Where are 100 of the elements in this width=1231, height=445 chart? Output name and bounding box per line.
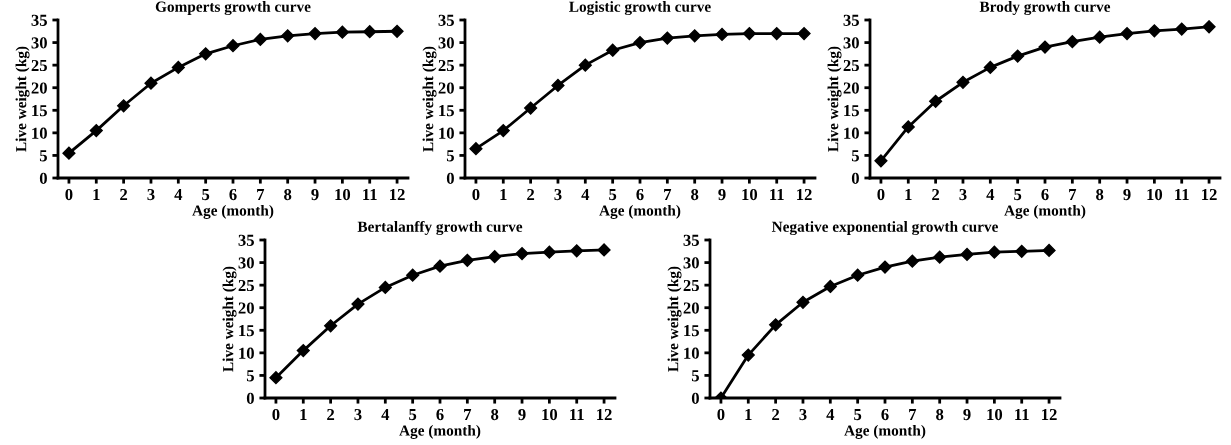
x-tick-label: 2 [527,188,535,200]
y-tick-label: 20 [31,82,47,94]
x-tick-label: 3 [554,188,562,201]
y-tick-label: 15 [239,325,254,337]
y-tick-label: 10 [239,347,254,359]
x-tick-label: 6 [1041,188,1049,201]
point [308,26,322,41]
point [117,99,131,113]
point [823,279,837,294]
point [524,101,538,115]
chart-title: Gomperts growth curve [155,1,311,16]
point [469,142,483,156]
point [796,295,810,309]
x-tick-label: 11 [363,188,377,200]
y-tick-label: 10 [439,127,454,139]
point [874,154,888,168]
y-tick-label: 20 [438,82,454,94]
y-tick-label: 25 [31,59,47,72]
point [351,297,365,311]
y-axis-title: Live weight (kg) [827,46,842,152]
point [797,26,811,41]
x-tick-label: 6 [636,188,644,201]
point [363,25,377,39]
x-tick-label: 5 [609,189,617,201]
y-tick-label: 30 [683,257,699,269]
point [878,260,892,274]
point [460,253,474,267]
y-axis-title: Live weight (kg) [222,266,237,372]
point [983,60,997,74]
x-tick-label: 9 [518,408,526,421]
point [742,26,756,41]
chart-title: Bertalanffy growth curve [357,220,523,236]
x-tick-label: 4 [986,189,995,200]
x-tick-label: 10 [742,188,758,201]
x-tick-label: 8 [691,188,699,201]
x-tick-label: 10 [335,188,351,201]
x-axis-title: Age (month) [192,204,274,219]
x-tick-label: 2 [327,408,335,420]
x-tick-label: 4 [826,409,835,420]
y-tick-label: 35 [31,14,47,26]
x-tick-label: 1 [300,408,307,420]
y-tick-label: 10 [684,347,699,359]
point [496,124,510,138]
y-tick-label: 15 [684,325,699,337]
y-tick-label: 25 [843,59,859,72]
x-tick-label: 11 [1175,188,1189,200]
point [851,268,865,282]
y-tick-label: 10 [844,127,859,139]
point [542,245,556,259]
x-axis-title: Age (month) [599,204,681,219]
point [406,268,420,282]
x-axis-title: Age (month) [1004,204,1086,219]
x-tick-label: 1 [745,408,752,420]
point [1011,49,1025,63]
x-tick-label: 10 [1147,188,1163,201]
point [324,319,338,333]
point [1015,244,1029,258]
point [253,32,267,46]
point [281,29,295,43]
x-tick-label: 7 [464,409,472,420]
x-tick-label: 9 [963,408,971,421]
x-tick-label: 12 [597,408,612,420]
x-tick-label: 3 [147,188,155,201]
x-tick-label: 3 [354,408,362,421]
chart-title: Brody growth curve [979,1,1111,16]
x-tick-label: 9 [311,188,319,201]
point [551,78,565,93]
point [741,348,755,362]
x-tick-label: 11 [1015,408,1029,420]
y-tick-label: 25 [683,279,699,292]
point [633,35,647,50]
y-tick-label: 30 [238,257,254,269]
x-tick-label: 10 [987,408,1003,421]
x-tick-label: 2 [772,408,780,420]
point [378,280,392,294]
x-tick-label: 5 [202,189,210,201]
x-tick-label: 8 [936,408,944,421]
point [335,25,349,39]
x-tick-label: 3 [959,188,967,201]
y-tick-label: 25 [438,59,454,72]
x-tick-label: 4 [381,409,390,420]
x-tick-label: 0 [272,408,280,421]
point [901,120,915,134]
y-tick-label: 35 [438,14,454,26]
point [488,250,502,264]
x-tick-label: 12 [1042,408,1057,420]
point [226,39,240,53]
x-tick-label: 7 [909,409,917,420]
x-tick-label: 6 [881,408,889,421]
x-tick-label: 8 [284,188,292,201]
point [1175,22,1189,36]
y-axis-title: Live weight (kg) [15,46,30,152]
point [1042,243,1056,257]
point [770,26,784,41]
point [433,259,447,273]
y-tick-label: 20 [843,82,859,94]
x-tick-label: 11 [770,188,784,200]
x-tick-label: 7 [664,189,672,200]
point [1147,24,1161,38]
y-tick-label: 0 [691,392,699,404]
